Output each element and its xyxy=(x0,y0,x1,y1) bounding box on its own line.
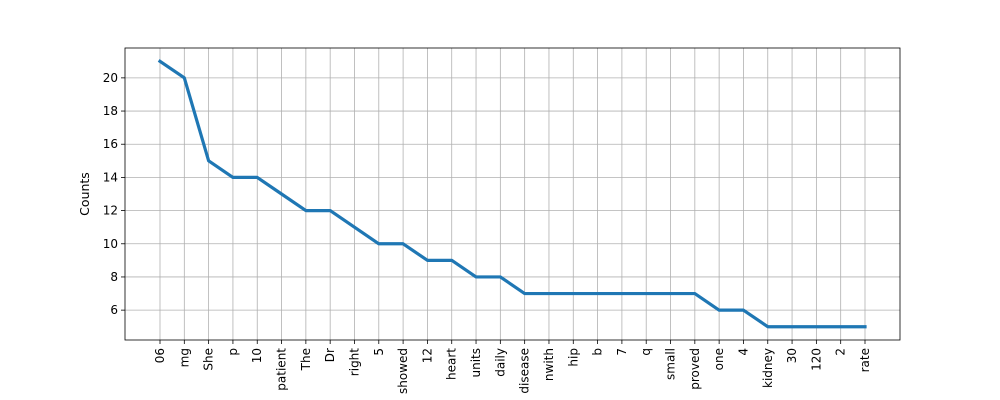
x-tick-label: nwith xyxy=(542,348,556,381)
data-point xyxy=(183,76,186,80)
x-tick-label: 120 xyxy=(809,348,823,371)
data-point xyxy=(474,275,478,279)
data-point xyxy=(620,292,624,295)
x-tick-label: daily xyxy=(493,348,507,377)
y-axis-label: Counts xyxy=(77,172,92,216)
data-point xyxy=(353,225,356,229)
series-layer xyxy=(157,59,867,329)
data-point xyxy=(717,308,721,312)
y-tick-label: 20 xyxy=(103,71,118,85)
data-point xyxy=(377,242,380,245)
x-tick-label: 5 xyxy=(372,348,386,356)
x-tick-label: proved xyxy=(688,348,702,390)
x-tick-label: The xyxy=(299,348,313,371)
data-point xyxy=(450,259,453,262)
x-tick-label: p xyxy=(226,348,240,356)
x-tick-label: b xyxy=(591,348,605,356)
x-axis: 06 mg She p 10 patient The Dr right 5 showed 12 hear… xyxy=(153,340,872,394)
x-tick-label: 10 xyxy=(250,348,264,363)
data-point xyxy=(328,209,332,212)
x-tick-label: 12 xyxy=(420,348,434,363)
data-point xyxy=(669,292,672,295)
series-line xyxy=(157,59,867,329)
x-tick-label: hip xyxy=(566,348,580,367)
y-tick-label: 6 xyxy=(110,303,118,317)
x-tick-label: Dr xyxy=(323,348,337,362)
data-point xyxy=(401,242,405,245)
x-tick-label: showed xyxy=(396,348,410,394)
y-tick-label: 14 xyxy=(103,170,118,184)
x-tick-label: one xyxy=(712,348,726,370)
data-point xyxy=(790,325,794,328)
data-point xyxy=(426,259,429,262)
data-point xyxy=(158,60,162,63)
data-point xyxy=(815,325,818,328)
data-point xyxy=(645,292,648,295)
x-tick-label: right xyxy=(347,348,361,376)
data-point xyxy=(766,325,769,328)
data-point xyxy=(693,292,697,295)
x-tick-label: rate xyxy=(858,348,872,372)
x-tick-label: mg xyxy=(177,348,191,367)
x-tick-label: She xyxy=(202,348,216,371)
x-tick-label: kidney xyxy=(761,348,775,388)
x-tick-label: heart xyxy=(445,348,459,380)
data-point xyxy=(742,308,745,312)
x-tick-label: small xyxy=(664,348,678,380)
y-tick-label: 8 xyxy=(110,270,118,284)
data-point xyxy=(231,176,235,179)
x-tick-label: 06 xyxy=(153,348,167,363)
y-axis: 6 8 10 12 14 16 18 20 xyxy=(103,71,125,317)
x-tick-label: patient xyxy=(275,348,289,391)
data-point xyxy=(523,292,526,295)
data-point xyxy=(839,325,842,328)
x-tick-label: disease xyxy=(518,348,532,394)
grid xyxy=(125,48,900,340)
data-point xyxy=(547,292,551,295)
plot-frame xyxy=(124,47,901,341)
x-tick-label: 30 xyxy=(785,348,799,363)
y-tick-label: 10 xyxy=(103,237,118,251)
y-tick-label: 16 xyxy=(103,137,118,151)
x-tick-label: 7 xyxy=(615,348,629,356)
data-point xyxy=(304,209,308,212)
data-point xyxy=(207,159,210,163)
data-point xyxy=(280,192,283,196)
x-tick-label: 4 xyxy=(736,348,750,356)
x-tick-label: q xyxy=(639,348,653,356)
data-point xyxy=(596,292,599,295)
x-tick-label: units xyxy=(469,348,483,378)
data-point xyxy=(256,176,259,179)
data-point xyxy=(863,325,867,328)
x-tick-label: 2 xyxy=(834,348,848,356)
data-point xyxy=(572,292,575,295)
y-tick-label: 12 xyxy=(103,204,118,218)
y-tick-label: 18 xyxy=(103,104,118,118)
data-point xyxy=(499,275,502,279)
